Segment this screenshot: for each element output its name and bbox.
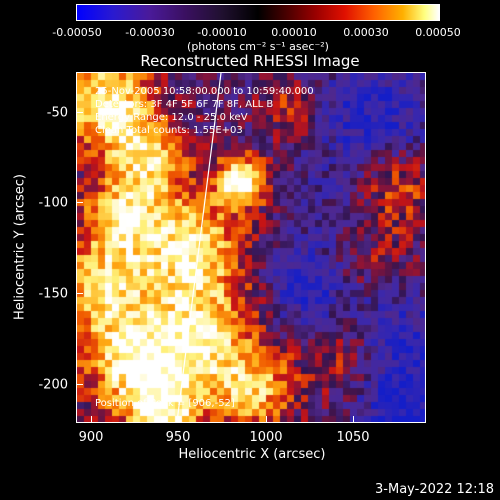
x-tick-label: 900	[78, 430, 104, 445]
colorbar-tick: -0.00030	[125, 26, 175, 39]
image-plot-area: 25-Nov-2005 10:58:00.000 to 10:59:40.000…	[76, 72, 426, 423]
colorbar-tick: -0.00050	[52, 26, 102, 39]
info-time-range: 25-Nov-2005 10:58:00.000 to 10:59:40.000	[95, 86, 314, 97]
info-total-counts: Clean Total counts: 1.55E+03	[95, 125, 243, 136]
x-axis-label: Heliocentric X (arcsec)	[178, 447, 326, 462]
x-tick-label: 1000	[249, 430, 283, 445]
x-tick-label: 1050	[336, 430, 370, 445]
y-tick-label: -150	[38, 286, 68, 302]
plot-title: Reconstructed RHESSI Image	[140, 52, 360, 70]
y-tick-label: -100	[38, 195, 68, 211]
info-energy-range: Energy Range: 12.0 - 25.0 keV	[95, 112, 248, 123]
limb-line	[176, 73, 222, 422]
colorbar-tick: 0.00010	[271, 26, 317, 39]
colorbar-unit-label: (photons cm⁻² s⁻¹ asec⁻²)	[187, 40, 329, 53]
colorbar	[76, 4, 440, 21]
colorbar-tick: 0.00030	[343, 26, 389, 39]
info-detectors: Detectors: 3F 4F 5F 6F 7F 8F, ALL B	[95, 99, 274, 110]
colorbar-tick: 0.00050	[415, 26, 461, 39]
y-tick-label: -50	[46, 105, 68, 121]
info-peak-position: Position of Peak = [906,-52]	[95, 398, 235, 409]
colorbar-tick: -0.00010	[197, 26, 247, 39]
footer-date: 3-May-2022 12:18	[375, 482, 494, 497]
y-tick-label: -200	[38, 377, 68, 393]
x-tick-label: 950	[165, 430, 191, 445]
rhessi-image	[77, 73, 425, 422]
y-axis-label: Heliocentric Y (arcsec)	[12, 174, 28, 320]
